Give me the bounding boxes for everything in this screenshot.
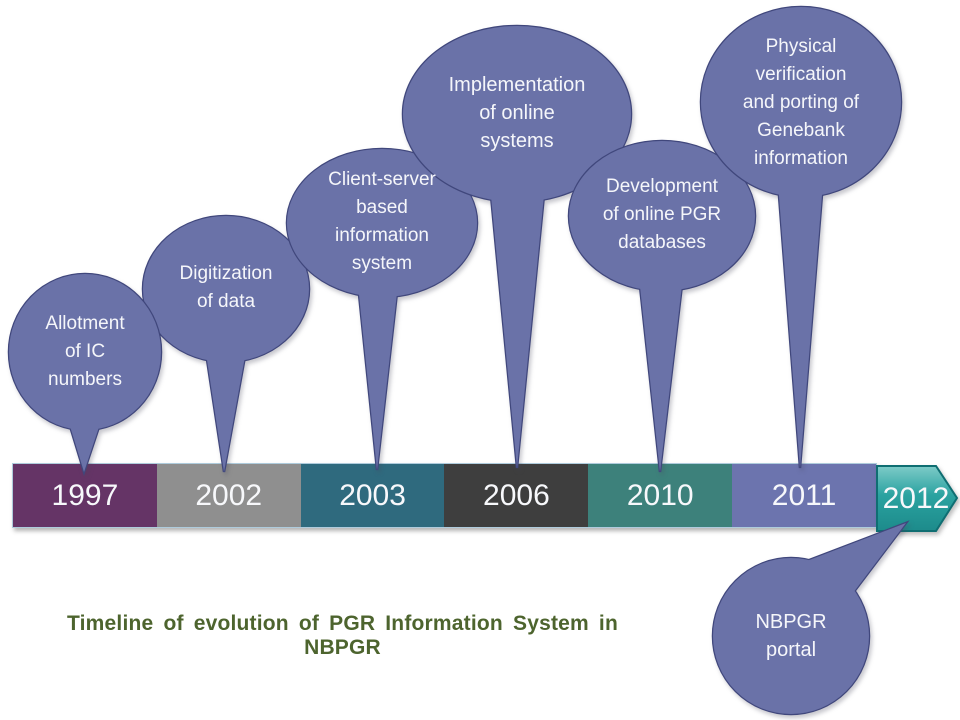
timeline-bar: 1997 2002 2003 2006 2010 2011 (12, 463, 877, 528)
timeline-segment-2006: 2006 (444, 464, 589, 527)
balloon-label-client-server: Client-server based information system (328, 169, 436, 274)
timeline-arrow-2012-label: 2012 (882, 482, 950, 515)
balloon-shape-allotment (7, 272, 163, 477)
balloon-label-digitization: Digitization of data (179, 263, 273, 312)
balloon-label-development: Development of online PGR databases (602, 176, 722, 253)
timeline-segment-2010: 2010 (588, 464, 733, 527)
timeline-segment-2002: 2002 (156, 464, 301, 527)
arrow-2012-polygon (876, 465, 959, 532)
timeline-segment-1997: 1997 (13, 464, 157, 527)
balloon-label-allotment: Allotment of IC numbers (45, 313, 125, 390)
balloon-shape-digitization (141, 214, 311, 473)
timeline-segment-2011: 2011 (732, 464, 876, 527)
balloon-label-physical-verification: Physical verification and porting of Gen… (742, 36, 860, 169)
balloon-label-nbpgr-portal: NBPGR portal (755, 611, 827, 661)
balloon-shape-physical-verification (699, 5, 903, 469)
balloon-shape-client-server (285, 147, 479, 471)
balloon-shape-implementation (401, 24, 633, 469)
timeline-segment-2003: 2003 (300, 464, 445, 527)
balloon-shape-development (567, 139, 757, 473)
balloon-shape-nbpgr-portal (711, 520, 910, 716)
balloon-label-implementation: Implementation of online systems (448, 74, 586, 152)
caption-title: Timeline of evolution of PGR Information… (67, 612, 618, 659)
